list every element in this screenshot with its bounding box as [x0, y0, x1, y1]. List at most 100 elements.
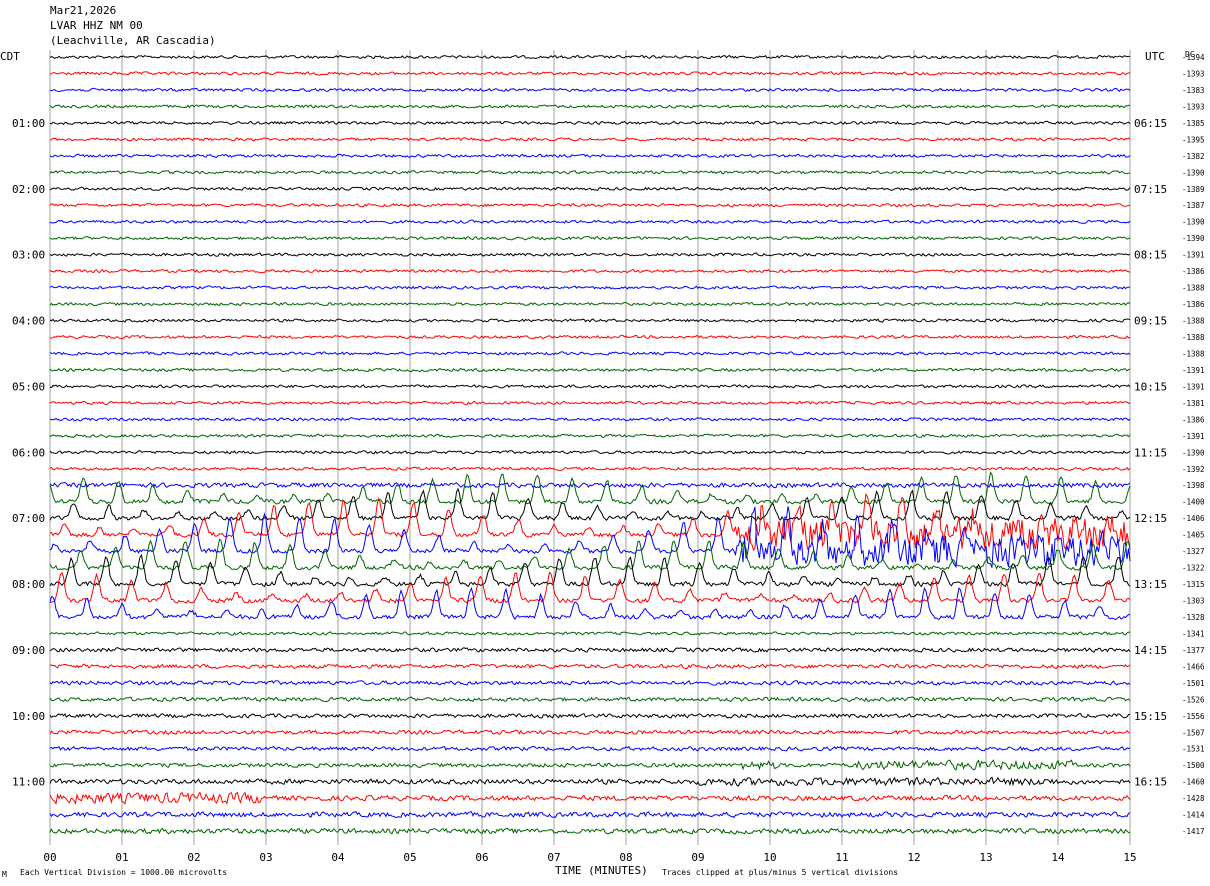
cdt-hour-label: 03:00 — [12, 249, 45, 262]
station-label: LVAR HHZ NM 00 — [50, 19, 143, 32]
location-label: (Leachville, AR Cascadia) — [50, 34, 216, 47]
dc-offset-value: -1507 — [1182, 728, 1205, 737]
dc-offset-value: -1328 — [1182, 613, 1205, 622]
trace-line — [49, 170, 1131, 175]
x-tick-label: 11 — [835, 851, 848, 864]
trace-line — [49, 334, 1131, 340]
trace-line — [49, 631, 1131, 636]
dc-label: DC — [1185, 50, 1195, 59]
dc-offset-value: -1417 — [1182, 827, 1205, 836]
x-tick-label: 07 — [547, 851, 560, 864]
scale-note: Each Vertical Division = 1000.00 microvo… — [20, 868, 228, 877]
x-tick-label: 09 — [691, 851, 704, 864]
trace-line — [49, 219, 1131, 224]
trace-line — [49, 301, 1131, 307]
trace-line — [49, 318, 1131, 323]
trace-line — [49, 384, 1131, 389]
dc-offset-value: -1391 — [1182, 432, 1205, 441]
utc-hour-labels: 06:15 07:15 08:15 09:15 10:15 11:15 12:15 13:15… — [1134, 117, 1167, 789]
dc-offset-value: -1387 — [1182, 201, 1205, 210]
trace-line — [49, 712, 1131, 719]
x-tick-label: 00 — [43, 851, 56, 864]
cdt-hour-label: 11:00 — [12, 776, 45, 789]
dc-offset-value: -1389 — [1182, 185, 1205, 194]
dc-offset-value: -1388 — [1182, 333, 1205, 342]
trace-line — [49, 680, 1131, 686]
dc-offset-value: -1327 — [1182, 547, 1205, 556]
dc-offset-value: -1556 — [1182, 712, 1205, 721]
trace-line — [49, 104, 1131, 109]
utc-hour-label: 10:15 — [1134, 380, 1167, 393]
trace-line — [49, 696, 1131, 703]
cdt-hour-label: 08:00 — [12, 578, 45, 591]
dc-offset-value: -1388 — [1182, 317, 1205, 326]
utc-hour-label: 16:15 — [1134, 776, 1167, 789]
dc-offset-value: -1394 — [1182, 53, 1205, 62]
trace-line — [49, 471, 1131, 505]
trace-line — [49, 285, 1131, 290]
x-tick-label: 06 — [475, 851, 488, 864]
trace-line — [49, 745, 1131, 752]
utc-hour-label: 12:15 — [1134, 512, 1167, 525]
utc-hour-label: 07:15 — [1134, 183, 1167, 196]
dc-offset-value: -1391 — [1182, 251, 1205, 260]
trace-line — [49, 827, 1131, 835]
trace-line — [49, 487, 1131, 522]
date-label: Mar21,2026 — [50, 4, 117, 17]
trace-line — [50, 571, 1131, 604]
utc-hour-label: 09:15 — [1134, 315, 1167, 328]
corner-mark: M — [2, 870, 7, 879]
trace-line — [49, 268, 1131, 274]
seismic-traces — [49, 54, 1131, 835]
dc-offset-value: -1391 — [1182, 382, 1205, 391]
trace-line — [49, 87, 1131, 93]
trace-line — [49, 729, 1131, 735]
x-tick-label: 12 — [907, 851, 920, 864]
trace-line — [49, 791, 1131, 806]
dc-offset-value: -1526 — [1182, 695, 1205, 704]
dc-offset-value: -1386 — [1182, 415, 1205, 424]
x-tick-label: 14 — [1051, 851, 1065, 864]
x-tick-label: 10 — [763, 851, 776, 864]
x-tick-label: 02 — [187, 851, 200, 864]
trace-line — [49, 647, 1131, 653]
dc-offset-value: -1390 — [1182, 218, 1205, 227]
trace-line — [49, 493, 1131, 552]
trace-line — [49, 466, 1131, 471]
trace-line — [49, 54, 1131, 60]
dc-offset-value: -1392 — [1182, 465, 1205, 474]
dc-offset-value: -1377 — [1182, 646, 1205, 655]
dc-offset-value: -1500 — [1182, 761, 1205, 770]
dc-offset-value: -1531 — [1182, 745, 1205, 754]
trace-line — [49, 351, 1131, 356]
dc-offset-value: -1414 — [1182, 811, 1205, 820]
utc-hour-label: 14:15 — [1134, 644, 1167, 657]
dc-offset-value: -1466 — [1182, 662, 1205, 671]
trace-line — [49, 538, 1131, 571]
clip-note: Traces clipped at plus/minus 5 vertical … — [662, 868, 899, 877]
dc-offset-value: -1388 — [1182, 349, 1205, 358]
dc-offset-value: -1390 — [1182, 168, 1205, 177]
trace-line — [49, 417, 1131, 422]
cdt-hour-label: 07:00 — [12, 512, 45, 525]
trace-line — [49, 553, 1131, 588]
trace-line — [49, 367, 1131, 373]
dc-offset-value: -1322 — [1182, 564, 1205, 573]
x-axis-title: TIME (MINUTES) — [555, 864, 648, 877]
dc-offset-value: -1382 — [1182, 152, 1205, 161]
utc-hour-label: 15:15 — [1134, 710, 1167, 723]
dc-offset-value: -1303 — [1182, 597, 1205, 606]
trace-line — [49, 252, 1131, 257]
trace-line — [49, 759, 1131, 771]
utc-hour-label: 08:15 — [1134, 249, 1167, 262]
utc-hour-label: 06:15 — [1134, 117, 1167, 130]
utc-hour-label: 13:15 — [1134, 578, 1167, 591]
trace-line — [49, 506, 1131, 569]
dc-offset-value: -1383 — [1182, 86, 1205, 95]
cdt-hour-label: 01:00 — [12, 117, 45, 130]
trace-line — [49, 811, 1131, 819]
trace-line — [49, 71, 1131, 76]
dc-offset-value: -1315 — [1182, 580, 1205, 589]
dc-offset-value: -1390 — [1182, 448, 1205, 457]
